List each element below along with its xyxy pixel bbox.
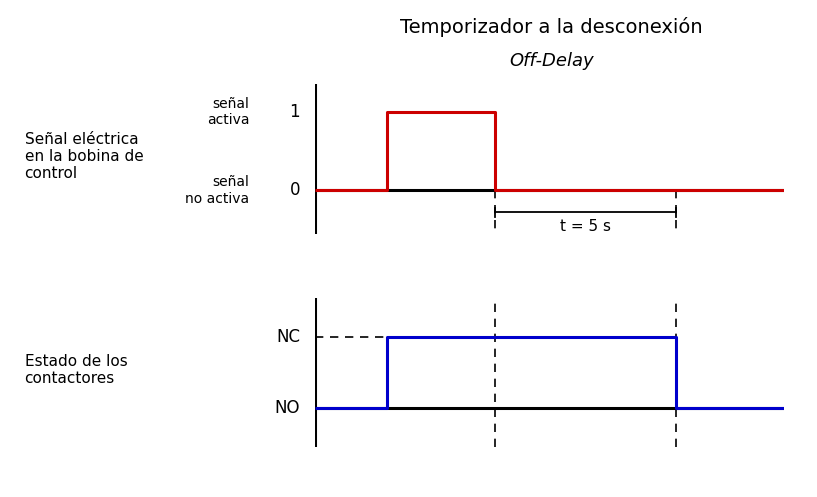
Text: 1: 1	[289, 103, 300, 121]
Text: señal
no activa: señal no activa	[185, 175, 249, 206]
Text: t = 5 s: t = 5 s	[560, 220, 611, 235]
Text: 0: 0	[289, 181, 300, 199]
Text: Off-Delay: Off-Delay	[509, 52, 594, 70]
Text: Señal eléctrica
en la bobina de
control: Señal eléctrica en la bobina de control	[25, 132, 143, 181]
Text: señal
activa: señal activa	[207, 97, 249, 127]
Text: NO: NO	[275, 399, 300, 417]
Text: Estado de los
contactores: Estado de los contactores	[25, 354, 127, 387]
Text: NC: NC	[276, 328, 300, 346]
Text: Temporizador a la desconexión: Temporizador a la desconexión	[400, 17, 703, 37]
